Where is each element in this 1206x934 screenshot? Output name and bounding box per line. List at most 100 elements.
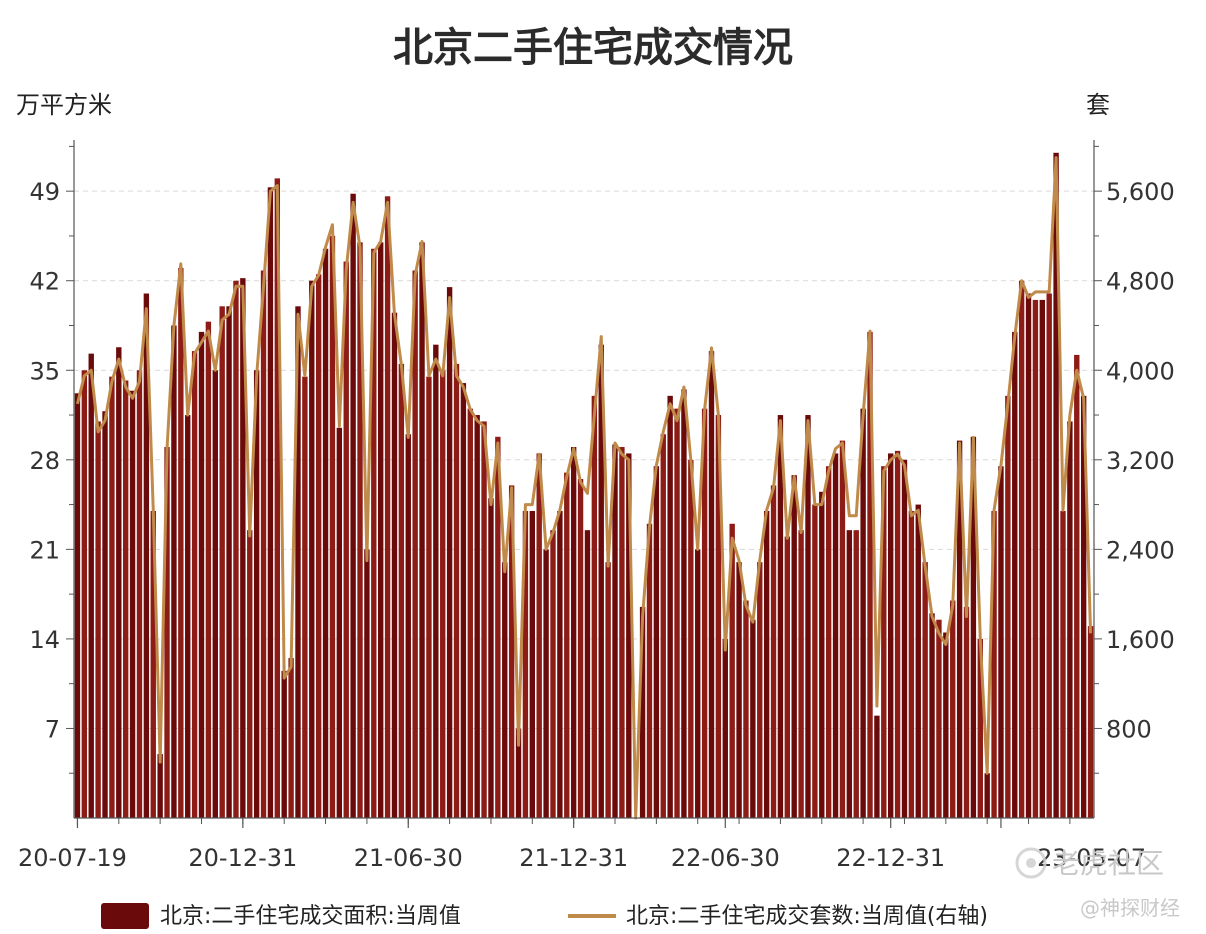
- bar-area-137: [1018, 280, 1025, 819]
- bar-area-109: [825, 466, 832, 818]
- bar-area-8: [129, 390, 136, 818]
- watermark-main: 老虎社区: [1052, 847, 1164, 880]
- bar-area-53: [440, 370, 446, 818]
- bar-area-40: [350, 193, 356, 819]
- bar-area-15: [178, 267, 184, 818]
- bar-area-134: [998, 466, 1004, 818]
- bar-area-94: [722, 638, 728, 818]
- bar-area-24: [240, 278, 246, 818]
- y-left-tick-label: 28: [29, 447, 60, 475]
- bar-area-127: [950, 600, 956, 818]
- chart-title: 北京二手住宅成交情况: [393, 25, 793, 71]
- left-axis-unit: 万平方米: [16, 91, 112, 119]
- bar-area-77: [605, 562, 611, 818]
- bar-area-63: [508, 485, 515, 818]
- bar-area-62: [502, 562, 508, 818]
- bar-area-108: [819, 491, 825, 818]
- line-series-count: [75, 156, 1093, 820]
- x-tick-label: 20-12-31: [188, 844, 297, 872]
- bar-area-117: [881, 466, 887, 818]
- bar-area-61: [495, 436, 501, 818]
- bar-area-76: [598, 344, 604, 818]
- bar-area-66: [529, 510, 535, 818]
- watermark-sub: @神探财经: [1080, 896, 1180, 920]
- bar-area-115: [867, 331, 873, 818]
- bar-area-37: [329, 235, 336, 818]
- bar-area-119: [894, 450, 901, 818]
- bar-area-58: [474, 415, 480, 818]
- bar-area-99: [757, 562, 763, 818]
- bar-area-47: [398, 363, 405, 818]
- bar-area-131: [977, 638, 983, 818]
- watermark-logo: [1015, 847, 1047, 879]
- axes: 7 14 21 28 35 42 49 800 1,600 2,400 3,200 4,000 4,80…: [18, 140, 1175, 872]
- bar-area-67: [536, 453, 542, 818]
- bar-area-30: [281, 670, 287, 818]
- bar-area-51: [426, 376, 432, 818]
- legend-swatch-area: [101, 903, 149, 929]
- bar-area-50: [419, 242, 425, 819]
- bar-area-4: [102, 411, 108, 818]
- bar-area-93: [715, 415, 722, 818]
- bar-area-113: [853, 530, 859, 818]
- x-tick-label: 23-05-07: [1037, 844, 1146, 872]
- bar-area-92: [708, 351, 715, 818]
- y-right-tick-label: 4,000: [1106, 357, 1175, 385]
- bar-area-9: [136, 370, 143, 818]
- bar-area-84: [653, 466, 660, 818]
- bar-area-56: [460, 383, 467, 818]
- y-left-tick-label: 21: [29, 536, 60, 564]
- bar-area-23: [233, 280, 239, 819]
- x-tick-label: 22-12-31: [836, 844, 945, 872]
- bar-area-11: [150, 510, 156, 818]
- bar-area-112: [846, 530, 853, 818]
- bar-area-95: [729, 523, 735, 818]
- bar-area-21: [219, 306, 225, 818]
- bar-area-116: [874, 715, 880, 818]
- right-axis-unit: 套: [1086, 91, 1110, 119]
- bar-area-101: [770, 485, 777, 818]
- bar-area-138: [1025, 293, 1032, 818]
- bar-area-144: [1067, 421, 1073, 818]
- bar-area-3: [95, 421, 101, 818]
- bar-area-83: [646, 523, 653, 818]
- y-right-tick-label: 2,400: [1106, 536, 1175, 564]
- bar-area-121: [908, 510, 915, 818]
- bar-area-71: [564, 472, 570, 818]
- bar-area-110: [832, 453, 839, 818]
- bar-area-135: [1005, 395, 1011, 818]
- y-left-tick-label: 35: [29, 357, 60, 385]
- bar-area-80: [626, 453, 632, 818]
- bar-area-146: [1080, 395, 1087, 818]
- bar-area-64: [515, 728, 522, 818]
- bar-area-25: [247, 530, 253, 818]
- bar-area-31: [288, 658, 294, 818]
- bar-area-87: [674, 408, 680, 818]
- bar-area-1: [81, 370, 88, 818]
- bar-area-114: [860, 408, 866, 818]
- bar-area-142: [1053, 152, 1059, 819]
- x-tick-label: 21-06-30: [354, 844, 463, 872]
- bar-area-139: [1032, 299, 1039, 818]
- bar-area-27: [260, 270, 267, 819]
- bar-area-2: [88, 353, 94, 818]
- bar-area-107: [812, 504, 818, 818]
- bar-area-88: [681, 389, 687, 818]
- bar-series-area: [74, 152, 1094, 819]
- bar-area-129: [963, 606, 970, 818]
- bar-area-82: [639, 606, 646, 818]
- bar-area-90: [695, 549, 701, 818]
- bar-area-133: [991, 510, 997, 818]
- bar-area-7: [123, 380, 129, 818]
- bar-area-55: [453, 363, 460, 818]
- bar-area-98: [750, 619, 756, 818]
- y-right-tick-label: 3,200: [1106, 447, 1175, 475]
- bar-area-126: [943, 632, 949, 818]
- bar-area-75: [591, 395, 598, 818]
- bar-area-0: [74, 393, 81, 818]
- bar-area-48: [405, 434, 411, 818]
- bar-area-100: [763, 510, 770, 818]
- bar-area-42: [364, 549, 370, 818]
- bar-area-141: [1046, 293, 1052, 818]
